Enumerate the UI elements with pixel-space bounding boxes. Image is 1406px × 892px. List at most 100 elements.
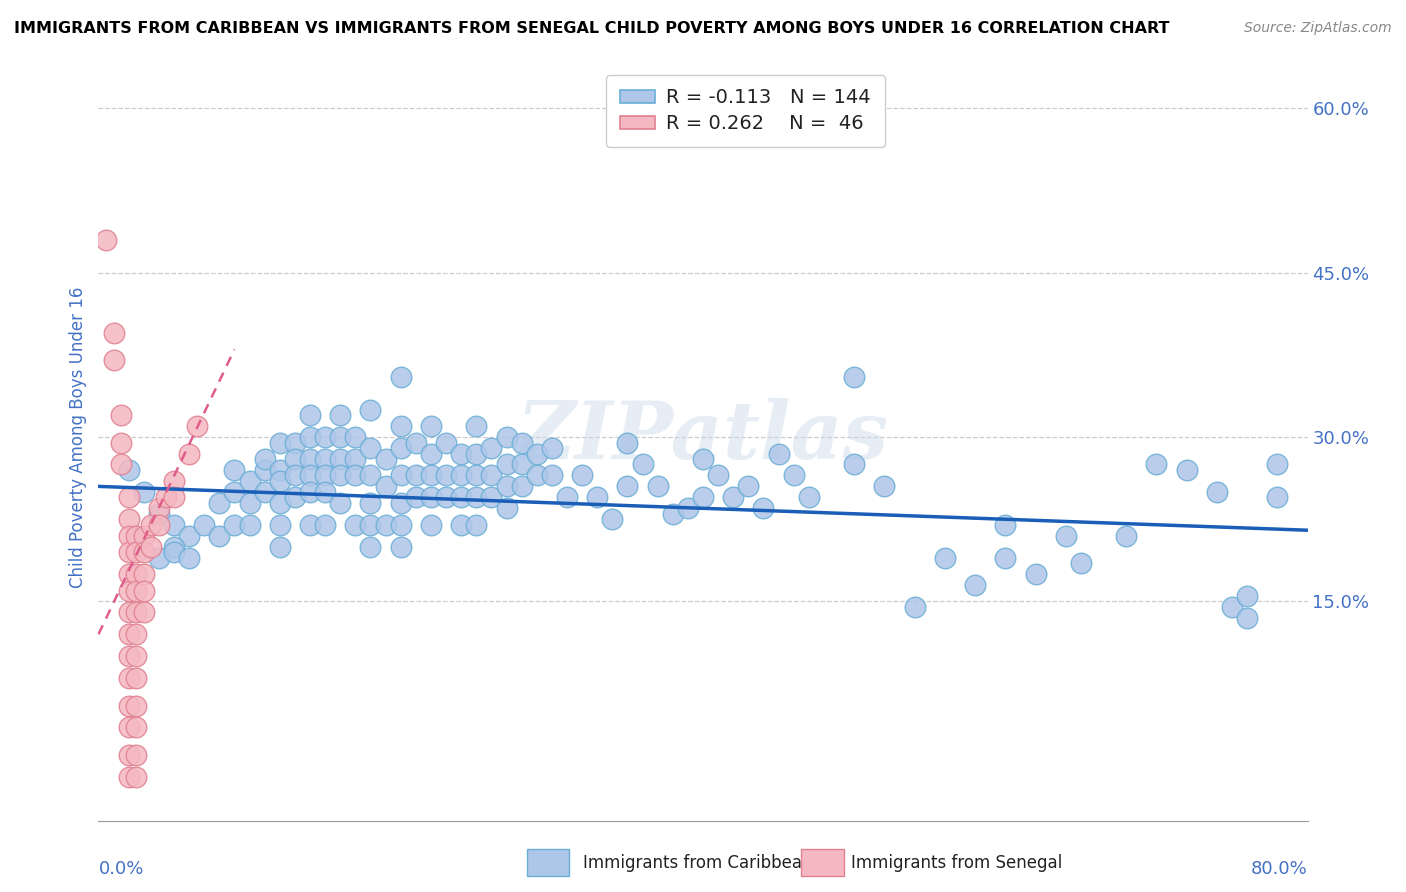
Point: [110, 408, 132, 422]
Point: [186, 419, 208, 434]
Point: [420, 468, 443, 483]
Point: [360, 517, 382, 532]
Point: [495, 479, 517, 493]
Y-axis label: Child Poverty Among Boys Under 16: Child Poverty Among Boys Under 16: [69, 286, 87, 588]
Point: [314, 484, 336, 499]
Point: [125, 529, 148, 543]
Point: [329, 430, 352, 444]
Point: [299, 484, 322, 499]
Point: [125, 649, 148, 664]
Point: [118, 512, 141, 526]
Point: [118, 545, 141, 559]
Point: [450, 446, 472, 460]
Point: [284, 491, 307, 505]
Point: [586, 491, 609, 505]
Point: [329, 496, 352, 510]
Point: [148, 507, 170, 521]
Point: [118, 770, 141, 784]
Point: [239, 474, 262, 488]
Point: [1054, 529, 1077, 543]
Point: [752, 501, 775, 516]
Point: [450, 491, 472, 505]
Point: [110, 458, 132, 472]
Point: [692, 452, 714, 467]
Point: [360, 496, 382, 510]
Point: [374, 452, 396, 467]
Point: [269, 435, 291, 450]
Point: [631, 458, 654, 472]
Text: 0.0%: 0.0%: [98, 860, 143, 878]
Point: [389, 540, 412, 554]
Point: [389, 441, 412, 455]
Point: [299, 408, 322, 422]
Point: [329, 408, 352, 422]
Point: [481, 468, 503, 483]
Point: [344, 517, 367, 532]
Point: [125, 747, 148, 762]
Point: [284, 435, 307, 450]
Point: [844, 458, 866, 472]
Point: [132, 545, 155, 559]
Point: [179, 529, 201, 543]
Point: [420, 491, 443, 505]
Point: [768, 446, 790, 460]
Point: [148, 517, 170, 532]
Point: [163, 491, 186, 505]
Point: [1144, 458, 1167, 472]
Point: [1115, 529, 1137, 543]
Point: [163, 540, 186, 554]
Point: [661, 507, 683, 521]
Point: [239, 517, 262, 532]
Point: [1206, 484, 1229, 499]
Point: [510, 458, 533, 472]
Point: [269, 474, 291, 488]
Point: [253, 452, 276, 467]
Point: [405, 491, 427, 505]
Point: [994, 517, 1017, 532]
Point: [125, 583, 148, 598]
Point: [450, 517, 472, 532]
Point: [208, 496, 231, 510]
Point: [148, 550, 170, 565]
Point: [118, 721, 141, 735]
Point: [163, 517, 186, 532]
Point: [555, 491, 578, 505]
Point: [405, 435, 427, 450]
Point: [389, 369, 412, 384]
Point: [707, 468, 730, 483]
Point: [125, 770, 148, 784]
Point: [420, 517, 443, 532]
Point: [118, 649, 141, 664]
Point: [1220, 599, 1243, 614]
Point: [284, 452, 307, 467]
Point: [125, 606, 148, 620]
Point: [125, 671, 148, 685]
Point: [374, 517, 396, 532]
Text: 80.0%: 80.0%: [1251, 860, 1308, 878]
Point: [239, 496, 262, 510]
Point: [132, 583, 155, 598]
Point: [224, 484, 246, 499]
Point: [465, 468, 488, 483]
Point: [389, 419, 412, 434]
Point: [434, 491, 457, 505]
Point: [344, 452, 367, 467]
Point: [934, 550, 956, 565]
Point: [224, 517, 246, 532]
Legend: R = -0.113   N = 144, R = 0.262    N =  46: R = -0.113 N = 144, R = 0.262 N = 46: [606, 75, 884, 147]
Point: [329, 468, 352, 483]
Point: [389, 496, 412, 510]
Point: [299, 468, 322, 483]
Point: [269, 463, 291, 477]
Point: [1024, 567, 1046, 582]
Point: [723, 491, 745, 505]
Point: [737, 479, 759, 493]
Point: [904, 599, 927, 614]
Point: [179, 550, 201, 565]
Text: Immigrants from Senegal: Immigrants from Senegal: [851, 855, 1062, 872]
Point: [155, 491, 177, 505]
Point: [253, 463, 276, 477]
Text: ZIPatlas: ZIPatlas: [517, 399, 889, 475]
Point: [1267, 458, 1289, 472]
Point: [540, 441, 562, 455]
